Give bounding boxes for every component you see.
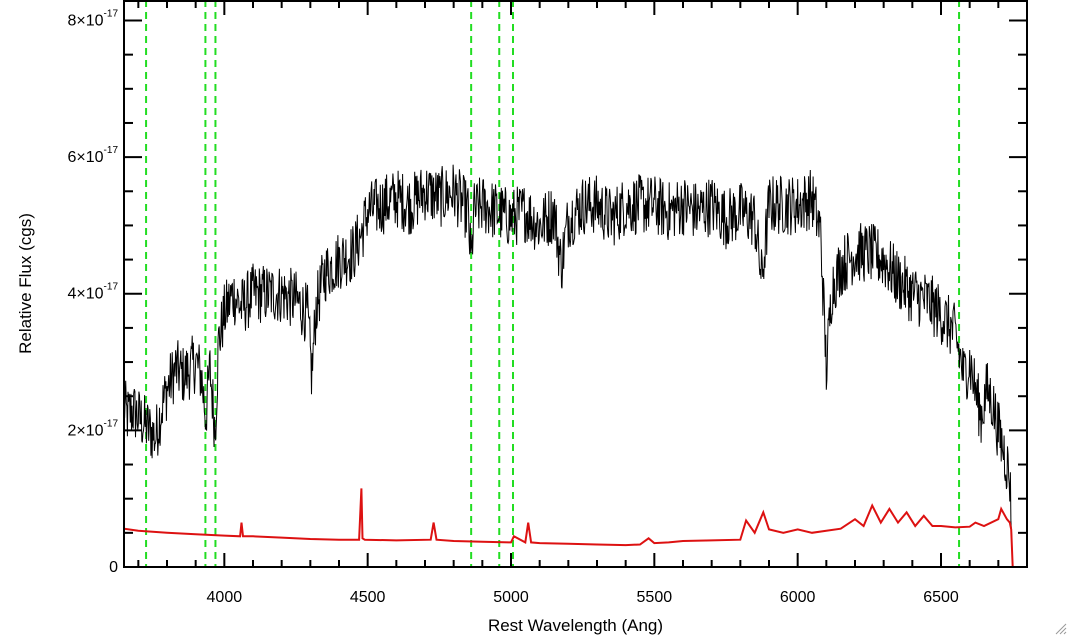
y-tick-exponent: -17 <box>104 8 119 19</box>
x-axis-title: Rest Wavelength (Ang) <box>488 616 663 635</box>
y-tick-label: 0 <box>109 559 118 576</box>
y-tick-label: 2×10-17 <box>68 418 119 439</box>
y-tick-label: 6×10-17 <box>68 145 119 166</box>
series-line-0 <box>123 164 1014 568</box>
axis-ticks <box>124 1 1028 568</box>
plot-frame <box>123 0 1028 568</box>
tick-labels: 4000 4500 5000 5500 6000 650002×10-174×10-176… <box>68 8 959 606</box>
x-tick-label: 5000 <box>493 589 529 606</box>
series-line-1 <box>123 488 1014 568</box>
y-tick-mantissa: 2 <box>68 422 77 439</box>
y-axis-title: Relative Flux (cgs) <box>16 213 35 354</box>
series-layer <box>123 164 1014 568</box>
y-tick-mantissa: 8 <box>68 12 77 29</box>
y-tick-mantissa: 4 <box>68 286 77 303</box>
x-tick-label: 4000 <box>207 589 243 606</box>
y-tick-exponent: -17 <box>104 418 119 429</box>
y-tick-base: ×10 <box>76 286 103 303</box>
x-tick-label: 6000 <box>780 589 816 606</box>
reference-lines <box>145 0 961 567</box>
y-tick-exponent: -17 <box>104 145 119 156</box>
resize-grip-icon[interactable] <box>1053 621 1067 635</box>
x-tick-label: 6500 <box>923 589 959 606</box>
x-tick-label: 4500 <box>350 589 386 606</box>
y-tick-label: 8×10-17 <box>68 8 119 29</box>
y-tick-mantissa: 0 <box>109 559 118 576</box>
y-tick-exponent: -17 <box>104 282 119 293</box>
y-tick-base: ×10 <box>76 149 103 166</box>
y-tick-label: 4×10-17 <box>68 282 119 303</box>
y-tick-base: ×10 <box>76 12 103 29</box>
x-tick-label: 5500 <box>637 589 673 606</box>
y-tick-mantissa: 6 <box>68 149 77 166</box>
y-tick-base: ×10 <box>76 422 103 439</box>
